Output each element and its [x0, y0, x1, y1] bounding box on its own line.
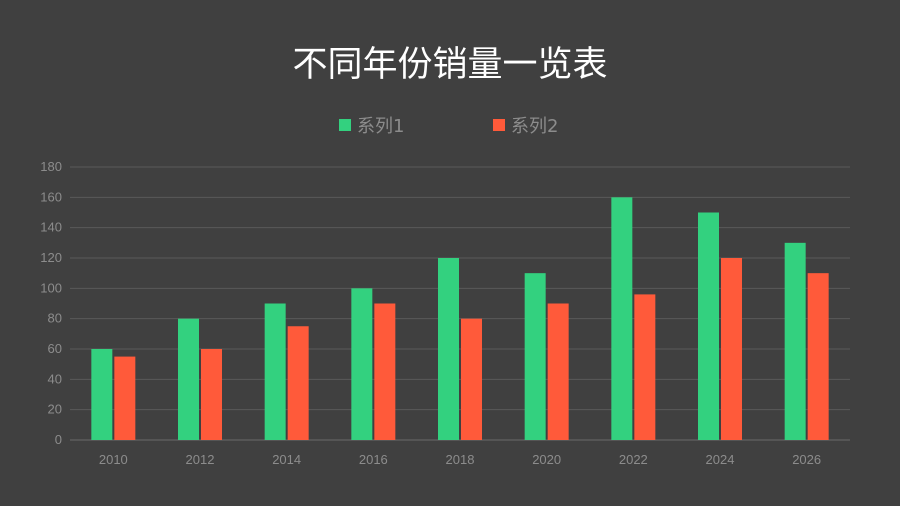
y-tick-label: 20 [48, 402, 62, 417]
legend-item-series1: 系列1 [339, 112, 404, 138]
x-tick-label: 2024 [706, 452, 735, 467]
bar-series1 [351, 288, 373, 440]
y-tick-label: 180 [40, 159, 62, 174]
bar-series1 [178, 318, 199, 440]
bar-series2 [287, 326, 309, 440]
y-tick-label: 0 [55, 432, 62, 447]
bar-series2 [807, 273, 829, 440]
bar-series1 [611, 197, 633, 440]
legend-swatch-series2 [493, 119, 505, 131]
y-tick-label: 140 [40, 220, 62, 235]
x-tick-label: 2026 [792, 452, 821, 467]
x-tick-label: 2012 [186, 452, 215, 467]
x-tick-label: 2014 [272, 452, 301, 467]
legend: 系列1 系列2 [0, 112, 900, 138]
x-tick-label: 2022 [619, 452, 648, 467]
y-tick-label: 40 [48, 371, 62, 386]
bar-series2 [201, 349, 222, 440]
chart-title: 不同年份销量一览表 [292, 45, 608, 85]
y-tick-label: 80 [48, 311, 62, 326]
bar-series1 [91, 349, 113, 440]
legend-label-series1: 系列1 [357, 116, 405, 137]
legend-item-series2: 系列2 [493, 112, 558, 138]
bar-series2 [721, 258, 742, 440]
bar-series1 [264, 303, 286, 440]
x-tick-label: 2016 [359, 452, 388, 467]
y-tick-label: 120 [40, 250, 62, 265]
x-tick-label: 2018 [446, 452, 475, 467]
bar-series2 [547, 303, 569, 440]
x-tick-label: 2010 [99, 452, 128, 467]
bar-series2 [374, 303, 396, 440]
y-tick-label: 160 [40, 189, 62, 204]
bar-series2 [114, 356, 136, 440]
bar-series2 [461, 318, 482, 440]
bar-series1 [784, 242, 806, 440]
legend-swatch-series1 [339, 119, 351, 131]
y-tick-label: 100 [40, 280, 62, 295]
legend-label-series2: 系列2 [511, 116, 559, 137]
bar-series1 [438, 258, 459, 440]
y-tick-label: 60 [48, 341, 62, 356]
bar-series1 [698, 212, 719, 440]
x-tick-label: 2020 [532, 452, 561, 467]
bar-series2 [634, 294, 656, 440]
bar-series1 [524, 273, 546, 440]
